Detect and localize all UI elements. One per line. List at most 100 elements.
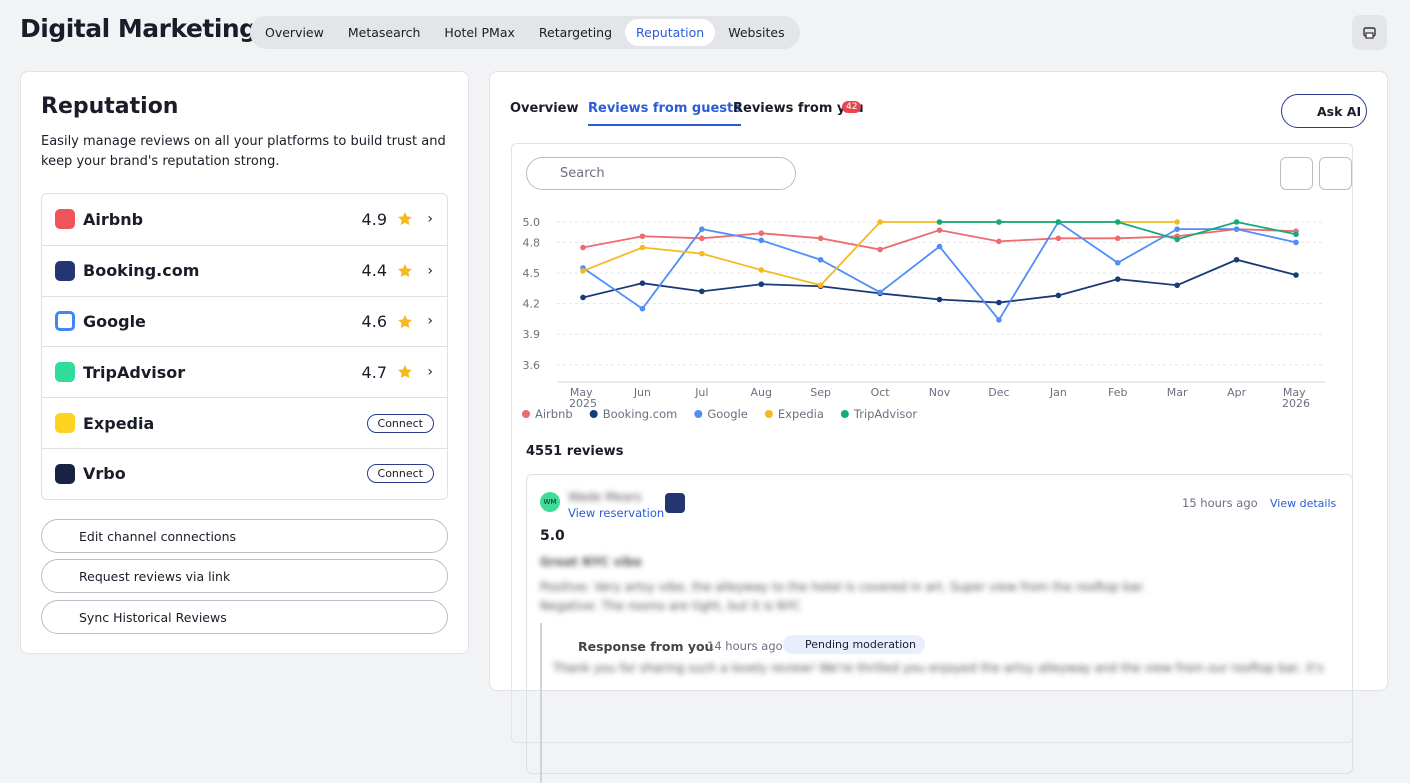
button-label: Sync Historical Reviews bbox=[79, 609, 227, 625]
nav-tab[interactable]: Reputation bbox=[625, 19, 716, 46]
legend-label: Expedia bbox=[778, 407, 824, 421]
star bbox=[398, 263, 412, 277]
data-point bbox=[639, 305, 646, 312]
reviews-card: Overview Reviews from guests Reviews fro… bbox=[489, 71, 1388, 783]
legend-swatch bbox=[764, 410, 773, 418]
data-point bbox=[580, 268, 586, 274]
nav-tab[interactable]: Hotel PMax bbox=[444, 25, 515, 40]
channel-name: Expedia bbox=[83, 413, 155, 433]
data-point bbox=[1055, 292, 1062, 299]
data-point bbox=[877, 289, 883, 296]
data-point bbox=[817, 282, 824, 289]
legend-swatch bbox=[522, 410, 530, 418]
page-title: Digital Marketing bbox=[20, 14, 257, 43]
review-card: WM Wade Mears View reservation 15 hours … bbox=[526, 474, 1353, 783]
legend-label: Booking.com bbox=[603, 407, 678, 421]
panel-tab[interactable]: Overview bbox=[510, 101, 579, 116]
channel-logo bbox=[55, 209, 75, 230]
action-button[interactable]: Sync Historical Reviews bbox=[41, 600, 448, 634]
legend-swatch bbox=[694, 410, 703, 418]
data-point bbox=[1233, 219, 1240, 225]
status-label: Pending moderation bbox=[805, 638, 916, 651]
booking-logo bbox=[665, 493, 685, 513]
nav-tab[interactable]: Overview bbox=[265, 25, 324, 40]
review-positive: Positive: Very artsy vibe, the alleyway … bbox=[540, 580, 1146, 594]
connect-button[interactable]: Connect bbox=[366, 413, 434, 433]
channel-row: Booking.com 4.4 › bbox=[42, 244, 447, 296]
channel-name: Booking.com bbox=[83, 261, 200, 281]
legend-label: Google bbox=[707, 407, 748, 421]
review-time: 15 hours ago bbox=[1182, 496, 1258, 510]
star-icon bbox=[398, 365, 412, 379]
x-tick-label: Jan bbox=[1049, 386, 1067, 399]
page: Digital Marketing {"header": {"title": "… bbox=[20, 14, 1388, 783]
channel-logo bbox=[55, 463, 75, 484]
channel-rating: 4.9 bbox=[361, 209, 387, 229]
chevron[interactable]: › bbox=[427, 364, 433, 381]
nav-tab[interactable]: Metasearch bbox=[347, 25, 421, 40]
chevron[interactable]: › bbox=[427, 211, 433, 228]
filter-button[interactable] bbox=[1280, 157, 1313, 190]
x-tick-label: Oct bbox=[871, 386, 891, 399]
x-tick-label: Mar bbox=[1167, 386, 1188, 399]
ask-ai-button[interactable]: Ask AI bbox=[1281, 94, 1367, 128]
review-negative: Negative: The rooms are tight, but it is… bbox=[540, 599, 801, 613]
details-link[interactable]: View details bbox=[1270, 497, 1337, 510]
channel-logo bbox=[55, 260, 75, 281]
data-point bbox=[639, 280, 646, 286]
panel-tab[interactable]: Reviews from you bbox=[733, 101, 864, 116]
response-label: Response from you bbox=[578, 639, 714, 654]
search-input[interactable]: Search bbox=[526, 157, 796, 190]
tick-line: 2026 bbox=[1282, 397, 1310, 410]
data-point bbox=[877, 246, 883, 253]
print-button[interactable] bbox=[1352, 15, 1387, 50]
star-icon bbox=[398, 314, 412, 328]
print-icon bbox=[1363, 27, 1376, 39]
response-rule bbox=[540, 623, 542, 783]
channel-rating: 4.4 bbox=[361, 261, 387, 281]
panel-tab[interactable]: Reviews from guests bbox=[588, 101, 741, 126]
data-point bbox=[996, 238, 1002, 245]
action-button[interactable]: Edit channel connections bbox=[41, 519, 448, 553]
action-button[interactable]: Request reviews via link bbox=[41, 559, 448, 593]
channel-row: Vrbo Connect bbox=[42, 447, 447, 499]
y-tick-label: 4.8 bbox=[523, 236, 541, 249]
x-tick-label: Jun bbox=[633, 386, 651, 399]
y-tick-label: 4.5 bbox=[523, 267, 541, 280]
data-point bbox=[699, 226, 705, 232]
reputation-card: Reputation Easily manage reviews on all … bbox=[20, 71, 469, 654]
export-button[interactable] bbox=[1319, 157, 1352, 190]
chevron[interactable]: › bbox=[427, 313, 433, 330]
connect-button[interactable]: Connect bbox=[366, 464, 434, 484]
star-icon bbox=[398, 212, 412, 225]
y-tick-label: 5.0 bbox=[523, 216, 541, 229]
button-label: Ask AI bbox=[1317, 104, 1362, 119]
star bbox=[398, 365, 412, 379]
data-point bbox=[1114, 219, 1121, 225]
data-point bbox=[639, 244, 646, 251]
channel-name: Google bbox=[83, 311, 146, 331]
channel-logo bbox=[55, 311, 75, 332]
series-line bbox=[582, 221, 1178, 287]
data-point bbox=[1174, 226, 1180, 232]
reservation-link[interactable]: View reservation bbox=[568, 506, 665, 520]
nav-tab[interactable]: Retargeting bbox=[538, 25, 613, 40]
data-point bbox=[1174, 282, 1180, 289]
data-point bbox=[996, 219, 1002, 225]
data-point bbox=[1233, 256, 1240, 263]
data-point bbox=[1055, 219, 1062, 225]
channel-name: Airbnb bbox=[83, 209, 144, 229]
star bbox=[398, 314, 412, 328]
data-point bbox=[936, 219, 943, 225]
data-point bbox=[580, 294, 586, 301]
search-placeholder: Search bbox=[560, 166, 605, 181]
nav-tab[interactable]: Websites bbox=[728, 25, 785, 40]
chevron[interactable]: › bbox=[427, 262, 433, 279]
chart: 3.6 3.9 4.2 4.5 4.8 5.0 May 2025 Jun Jul Aug Sep Oc… bbox=[522, 216, 1325, 421]
data-point bbox=[877, 219, 883, 225]
button-label: Edit channel connections bbox=[79, 528, 237, 544]
y-tick-label: 3.9 bbox=[523, 328, 541, 341]
y-tick-label: 3.6 bbox=[523, 359, 541, 372]
data-point bbox=[1293, 239, 1299, 246]
card-title: Reputation bbox=[41, 94, 179, 119]
